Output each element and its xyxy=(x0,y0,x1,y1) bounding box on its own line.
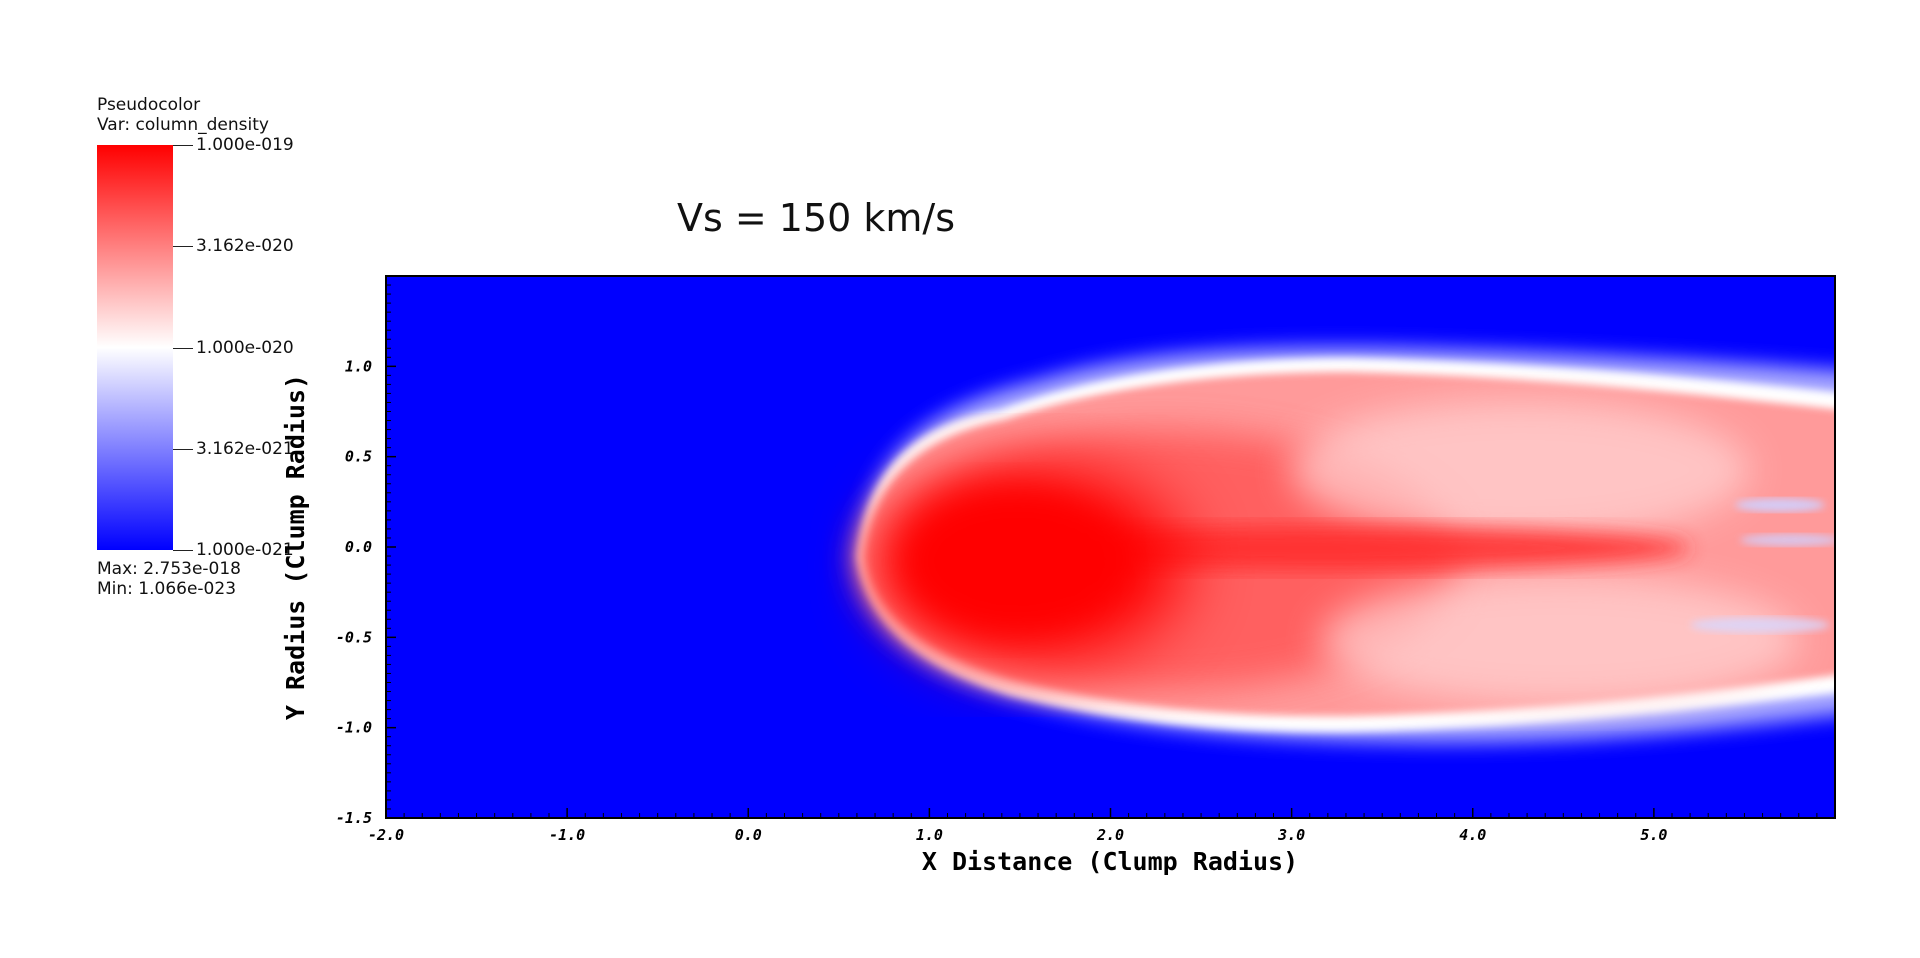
colorbar-tick xyxy=(173,145,193,146)
x-tick-label: -2.0 xyxy=(368,826,404,844)
y-tick-label: -1.5 xyxy=(336,809,372,827)
y-axis-title: Y Radius (Clump Radius) xyxy=(281,374,310,720)
colorbar-tick-label: 1.000e-021 xyxy=(196,540,294,560)
y-tick-label: 0.0 xyxy=(345,538,372,556)
colorbar-tick xyxy=(173,246,193,248)
colorbar-tick-label: 1.000e-019 xyxy=(196,135,294,155)
cloud-tail-streak-1 xyxy=(1735,498,1825,512)
colorbar-tick xyxy=(173,347,193,349)
y-tick-label: 0.5 xyxy=(345,448,372,466)
colorbar-tick xyxy=(173,550,193,551)
legend-plot-type: Pseudocolor xyxy=(97,95,201,115)
cloud-tail-light-lower xyxy=(1320,575,1800,705)
y-axis: -1.5 -1.0 -0.5 0.0 0.5 1.0 xyxy=(336,275,396,827)
cloud-core-inner xyxy=(900,490,1120,630)
y-tick-label: 1.0 xyxy=(345,357,372,375)
x-tick-label: 4.0 xyxy=(1459,826,1486,844)
cloud-tail-light-upper xyxy=(1290,400,1750,540)
colorbar-tick xyxy=(173,448,193,450)
colorbar xyxy=(97,145,173,550)
x-tick-label: 0.0 xyxy=(735,826,762,844)
colorbar-tick-label: 3.162e-021 xyxy=(196,438,294,459)
legend-max: Max: 2.753e-018 xyxy=(97,559,241,579)
x-axis: -2.0 -1.0 0.0 1.0 2.0 3.0 4.0 5.0 xyxy=(368,808,1836,844)
x-tick-label: 1.0 xyxy=(916,826,943,844)
legend-min: Min: 1.066e-023 xyxy=(97,579,237,599)
x-tick-label: 2.0 xyxy=(1096,826,1124,844)
y-tick-label: -0.5 xyxy=(336,628,372,646)
y-tick-label: -1.0 xyxy=(336,719,372,737)
density-field xyxy=(855,347,1835,743)
x-tick-label: -1.0 xyxy=(549,826,585,844)
cloud-tail-streak-3 xyxy=(1690,617,1830,633)
x-axis-title: X Distance (Clump Radius) xyxy=(922,847,1298,876)
x-tick-label: 5.0 xyxy=(1640,826,1667,844)
colorbar-tick-label: 1.000e-020 xyxy=(196,337,294,358)
colorbar-tick-label: 3.162e-020 xyxy=(196,236,294,257)
plot-title: Vs = 150 km/s xyxy=(677,196,956,240)
cloud-tail-streak-2 xyxy=(1740,534,1835,546)
x-tick-label: 3.0 xyxy=(1277,826,1305,844)
legend-variable: Var: column_density xyxy=(97,115,269,135)
